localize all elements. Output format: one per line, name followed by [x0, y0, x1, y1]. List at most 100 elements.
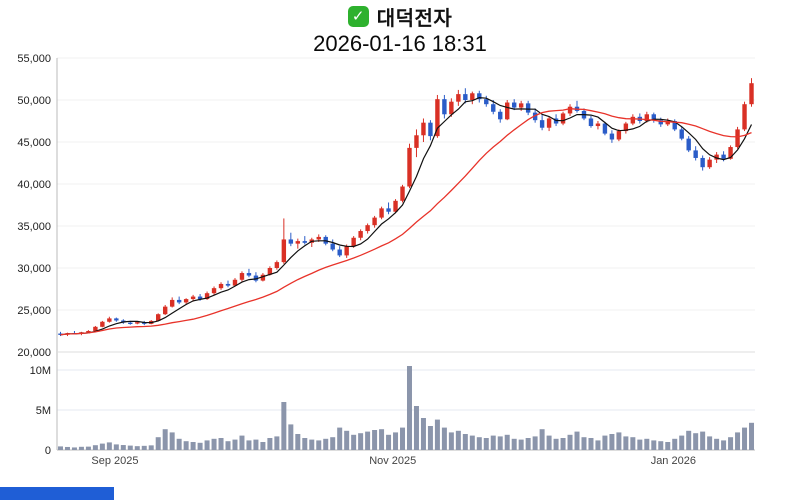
candle-body	[644, 114, 650, 121]
candle-body	[302, 241, 307, 243]
volume-bar	[609, 434, 615, 450]
candle-body	[742, 104, 747, 130]
volume-bar	[57, 446, 63, 450]
candle-body	[463, 94, 468, 100]
candle-body	[491, 104, 496, 112]
bottom-blue-bar	[0, 487, 114, 500]
volume-bar	[71, 447, 77, 450]
candle-body	[344, 246, 349, 256]
volume-bar	[288, 424, 294, 450]
volume-bar	[316, 440, 322, 450]
volume-bar	[574, 431, 580, 450]
volume-bar	[532, 436, 538, 450]
volume-bar	[393, 432, 399, 450]
volume-axis-label: 10M	[30, 365, 51, 377]
candle-body	[421, 122, 426, 136]
volume-bar	[581, 437, 587, 450]
candle-body	[602, 123, 608, 134]
candle-body	[86, 331, 91, 333]
volume-bar	[728, 437, 734, 450]
candle-body	[616, 131, 622, 140]
volume-bar	[616, 432, 622, 450]
candle-body	[400, 186, 405, 201]
volume-bar	[686, 430, 692, 450]
candle-body	[435, 99, 440, 137]
volume-bar	[406, 366, 412, 450]
candle-body	[281, 239, 287, 263]
x-axis-label: Nov 2025	[369, 455, 416, 467]
ma-long-line	[60, 108, 752, 336]
volume-bar	[246, 440, 252, 450]
price-axis-label: 30,000	[17, 263, 51, 275]
volume-bar	[379, 429, 385, 450]
volume-bar	[225, 441, 231, 450]
volume-bar	[588, 438, 594, 450]
volume-bar	[742, 427, 748, 450]
volume-bar	[434, 419, 440, 450]
volume-bar	[253, 439, 259, 450]
volume-bar	[644, 438, 650, 450]
volume-bar	[714, 438, 720, 450]
volume-bar	[707, 436, 713, 450]
volume-bar	[232, 439, 238, 450]
volume-bar	[204, 440, 210, 450]
volume-bar	[372, 430, 378, 450]
stock-name: 대덕전자	[376, 7, 453, 30]
candle-body	[588, 118, 594, 127]
candle-body	[379, 208, 384, 218]
volume-bar	[169, 432, 175, 450]
candle-body	[414, 135, 419, 148]
ma-short-line	[60, 96, 753, 336]
candle-body	[372, 217, 377, 226]
candle-body	[679, 129, 684, 139]
volume-bar	[462, 434, 468, 450]
checkbox-icon: ✓	[347, 5, 369, 27]
volume-bar	[281, 402, 287, 450]
volume-bar	[448, 432, 454, 450]
candle-body	[693, 150, 698, 158]
volume-bar	[455, 430, 461, 450]
volume-bar	[148, 445, 154, 450]
candle-body	[246, 273, 252, 276]
volume-bar	[190, 442, 196, 450]
candle-body	[93, 326, 98, 331]
candle-body	[672, 121, 677, 130]
volume-bar	[595, 440, 601, 450]
candle-body	[714, 154, 719, 160]
candle-body	[505, 102, 510, 120]
candle-body	[316, 236, 321, 240]
candle-body	[337, 249, 342, 256]
candle-body	[700, 157, 705, 168]
volume-bar	[78, 446, 84, 450]
volume-bar	[344, 430, 350, 450]
candle-body	[183, 299, 189, 303]
price-axis-label: 20,000	[17, 347, 51, 359]
volume-bar	[658, 441, 664, 450]
candle-body	[567, 106, 573, 114]
volume-bar	[330, 437, 336, 450]
volume-bar	[197, 442, 203, 450]
volume-bar	[85, 446, 91, 450]
x-axis-label: Jan 2026	[651, 455, 696, 467]
candle-body	[721, 154, 726, 159]
volume-bar	[358, 433, 364, 450]
volume-bar	[504, 434, 510, 450]
volume-bar	[134, 446, 140, 450]
volume-bar	[400, 427, 406, 450]
candle-body	[609, 133, 615, 140]
candle-body	[623, 123, 629, 132]
volume-bar	[302, 438, 308, 450]
volume-bar	[183, 441, 189, 450]
title-row: ✓ 대덕전자	[0, 2, 800, 30]
candle-body	[239, 273, 245, 280]
candle-body	[477, 93, 482, 100]
volume-bar	[672, 438, 678, 450]
volume-bar	[518, 439, 524, 450]
volume-bar	[427, 426, 433, 450]
candle-body	[135, 322, 140, 324]
volume-bar	[239, 435, 245, 450]
candle-body	[595, 123, 601, 127]
candle-body	[260, 274, 266, 281]
volume-bar	[274, 436, 280, 450]
